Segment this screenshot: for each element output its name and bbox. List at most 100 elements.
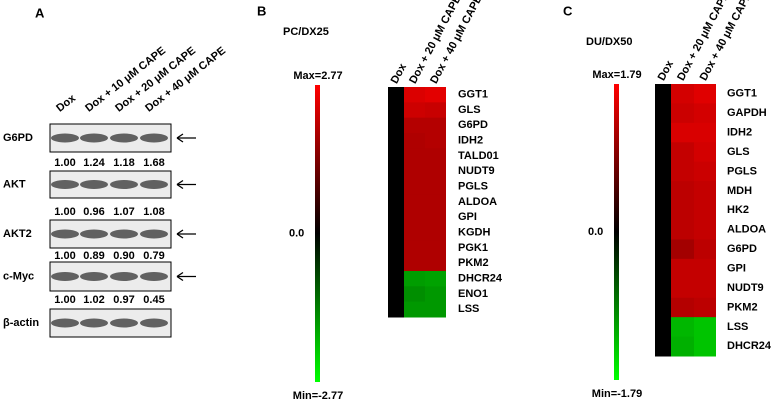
heat-cell bbox=[655, 258, 671, 279]
gene-label: GAPDH bbox=[727, 107, 767, 119]
heat-cell bbox=[694, 84, 716, 104]
heat-cell bbox=[404, 255, 425, 272]
heat-cell bbox=[425, 163, 446, 180]
max-label: Max=2.77 bbox=[293, 70, 342, 82]
panel-label: B bbox=[257, 3, 266, 18]
gene-label: GLS bbox=[727, 146, 750, 158]
heat-cell bbox=[425, 225, 446, 241]
heat-cell bbox=[694, 258, 716, 279]
heat-cell bbox=[655, 220, 671, 240]
heat-cell bbox=[655, 103, 671, 124]
color-bar bbox=[315, 85, 320, 382]
heat-cell bbox=[694, 161, 716, 182]
blot-band bbox=[80, 133, 108, 143]
heat-cell bbox=[671, 239, 694, 260]
min-label: Min=-2.77 bbox=[293, 390, 343, 401]
heat-cell bbox=[404, 240, 425, 257]
heat-cell bbox=[425, 271, 446, 287]
heat-cell bbox=[425, 255, 446, 272]
gene-label: TALD01 bbox=[458, 150, 499, 162]
heat-cell bbox=[671, 181, 694, 202]
heat-cell bbox=[388, 102, 404, 119]
heat-cell bbox=[404, 301, 425, 318]
panel-label: C bbox=[563, 3, 573, 18]
arrow-head bbox=[176, 133, 184, 143]
blot-band bbox=[110, 180, 138, 189]
heat-cell bbox=[388, 163, 404, 180]
color-bar bbox=[614, 84, 619, 380]
mid-label: 0.0 bbox=[588, 226, 603, 238]
heat-cell bbox=[388, 225, 404, 241]
blot-band bbox=[80, 180, 108, 189]
gene-label: IDH2 bbox=[458, 135, 483, 147]
band-value: 0.90 bbox=[113, 250, 134, 262]
blot-band bbox=[51, 229, 79, 239]
heat-cell bbox=[388, 117, 404, 134]
blot-band bbox=[110, 133, 138, 143]
heat-cell bbox=[425, 240, 446, 257]
heat-cell bbox=[388, 179, 404, 195]
gene-label: GPI bbox=[727, 262, 746, 274]
heat-cell bbox=[388, 271, 404, 287]
mid-label: 0.0 bbox=[289, 227, 304, 239]
heat-cell bbox=[404, 225, 425, 241]
heat-cell bbox=[404, 286, 425, 303]
band-value: 1.07 bbox=[113, 206, 134, 218]
heat-cell bbox=[404, 148, 425, 165]
arrow-head bbox=[176, 271, 184, 282]
blot-band bbox=[51, 318, 79, 328]
heat-cell bbox=[671, 258, 694, 279]
blot-band bbox=[140, 180, 168, 189]
band-value: 0.89 bbox=[83, 250, 104, 262]
heat-cell bbox=[694, 317, 716, 338]
gene-label: GLS bbox=[458, 104, 481, 116]
heat-cell bbox=[671, 336, 694, 357]
row-label: AKT2 bbox=[3, 228, 32, 240]
heat-cell bbox=[388, 194, 404, 211]
heat-cell bbox=[388, 286, 404, 303]
gene-label: GGT1 bbox=[458, 89, 488, 101]
heat-cell bbox=[655, 161, 671, 182]
band-value: 0.45 bbox=[143, 294, 164, 306]
heat-cell bbox=[694, 220, 716, 240]
gene-label: G6PD bbox=[458, 119, 488, 131]
heat-cell bbox=[694, 122, 716, 143]
heat-cell bbox=[404, 163, 425, 180]
heat-cell bbox=[655, 297, 671, 318]
gene-label: LSS bbox=[458, 303, 479, 315]
gene-label: MDH bbox=[727, 185, 752, 197]
row-label: c-Myc bbox=[3, 270, 34, 282]
gene-label: NUDT9 bbox=[727, 282, 764, 294]
heat-cell bbox=[671, 317, 694, 338]
gene-label: PGLS bbox=[727, 165, 757, 177]
heat-cell bbox=[694, 336, 716, 357]
heat-cell bbox=[404, 117, 425, 134]
heat-cell bbox=[404, 87, 425, 103]
heat-cell bbox=[425, 148, 446, 165]
panel-title: PC/DX25 bbox=[283, 26, 329, 38]
band-value: 1.18 bbox=[113, 157, 134, 169]
heat-cell bbox=[425, 133, 446, 149]
heat-cell bbox=[425, 209, 446, 226]
heat-cell bbox=[671, 122, 694, 143]
blot-band bbox=[140, 272, 168, 281]
blot-band bbox=[110, 272, 138, 281]
row-label: β-actin bbox=[3, 317, 39, 329]
blot-band bbox=[80, 318, 108, 328]
heat-cell bbox=[671, 103, 694, 124]
blot-band bbox=[51, 180, 79, 189]
blot-band bbox=[80, 229, 108, 239]
band-value: 1.00 bbox=[54, 206, 75, 218]
min-label: Min=-1.79 bbox=[592, 388, 642, 400]
band-value: 1.68 bbox=[143, 157, 164, 169]
band-value: 1.02 bbox=[83, 294, 104, 306]
heat-cell bbox=[655, 239, 671, 260]
heat-cell bbox=[655, 181, 671, 202]
gene-label: PKM2 bbox=[727, 301, 758, 313]
gene-label: ALDOA bbox=[458, 196, 497, 208]
heat-cell bbox=[404, 194, 425, 211]
gene-label: KGDH bbox=[458, 227, 490, 239]
heat-cell bbox=[694, 200, 716, 221]
gene-label: GGT1 bbox=[727, 88, 757, 100]
